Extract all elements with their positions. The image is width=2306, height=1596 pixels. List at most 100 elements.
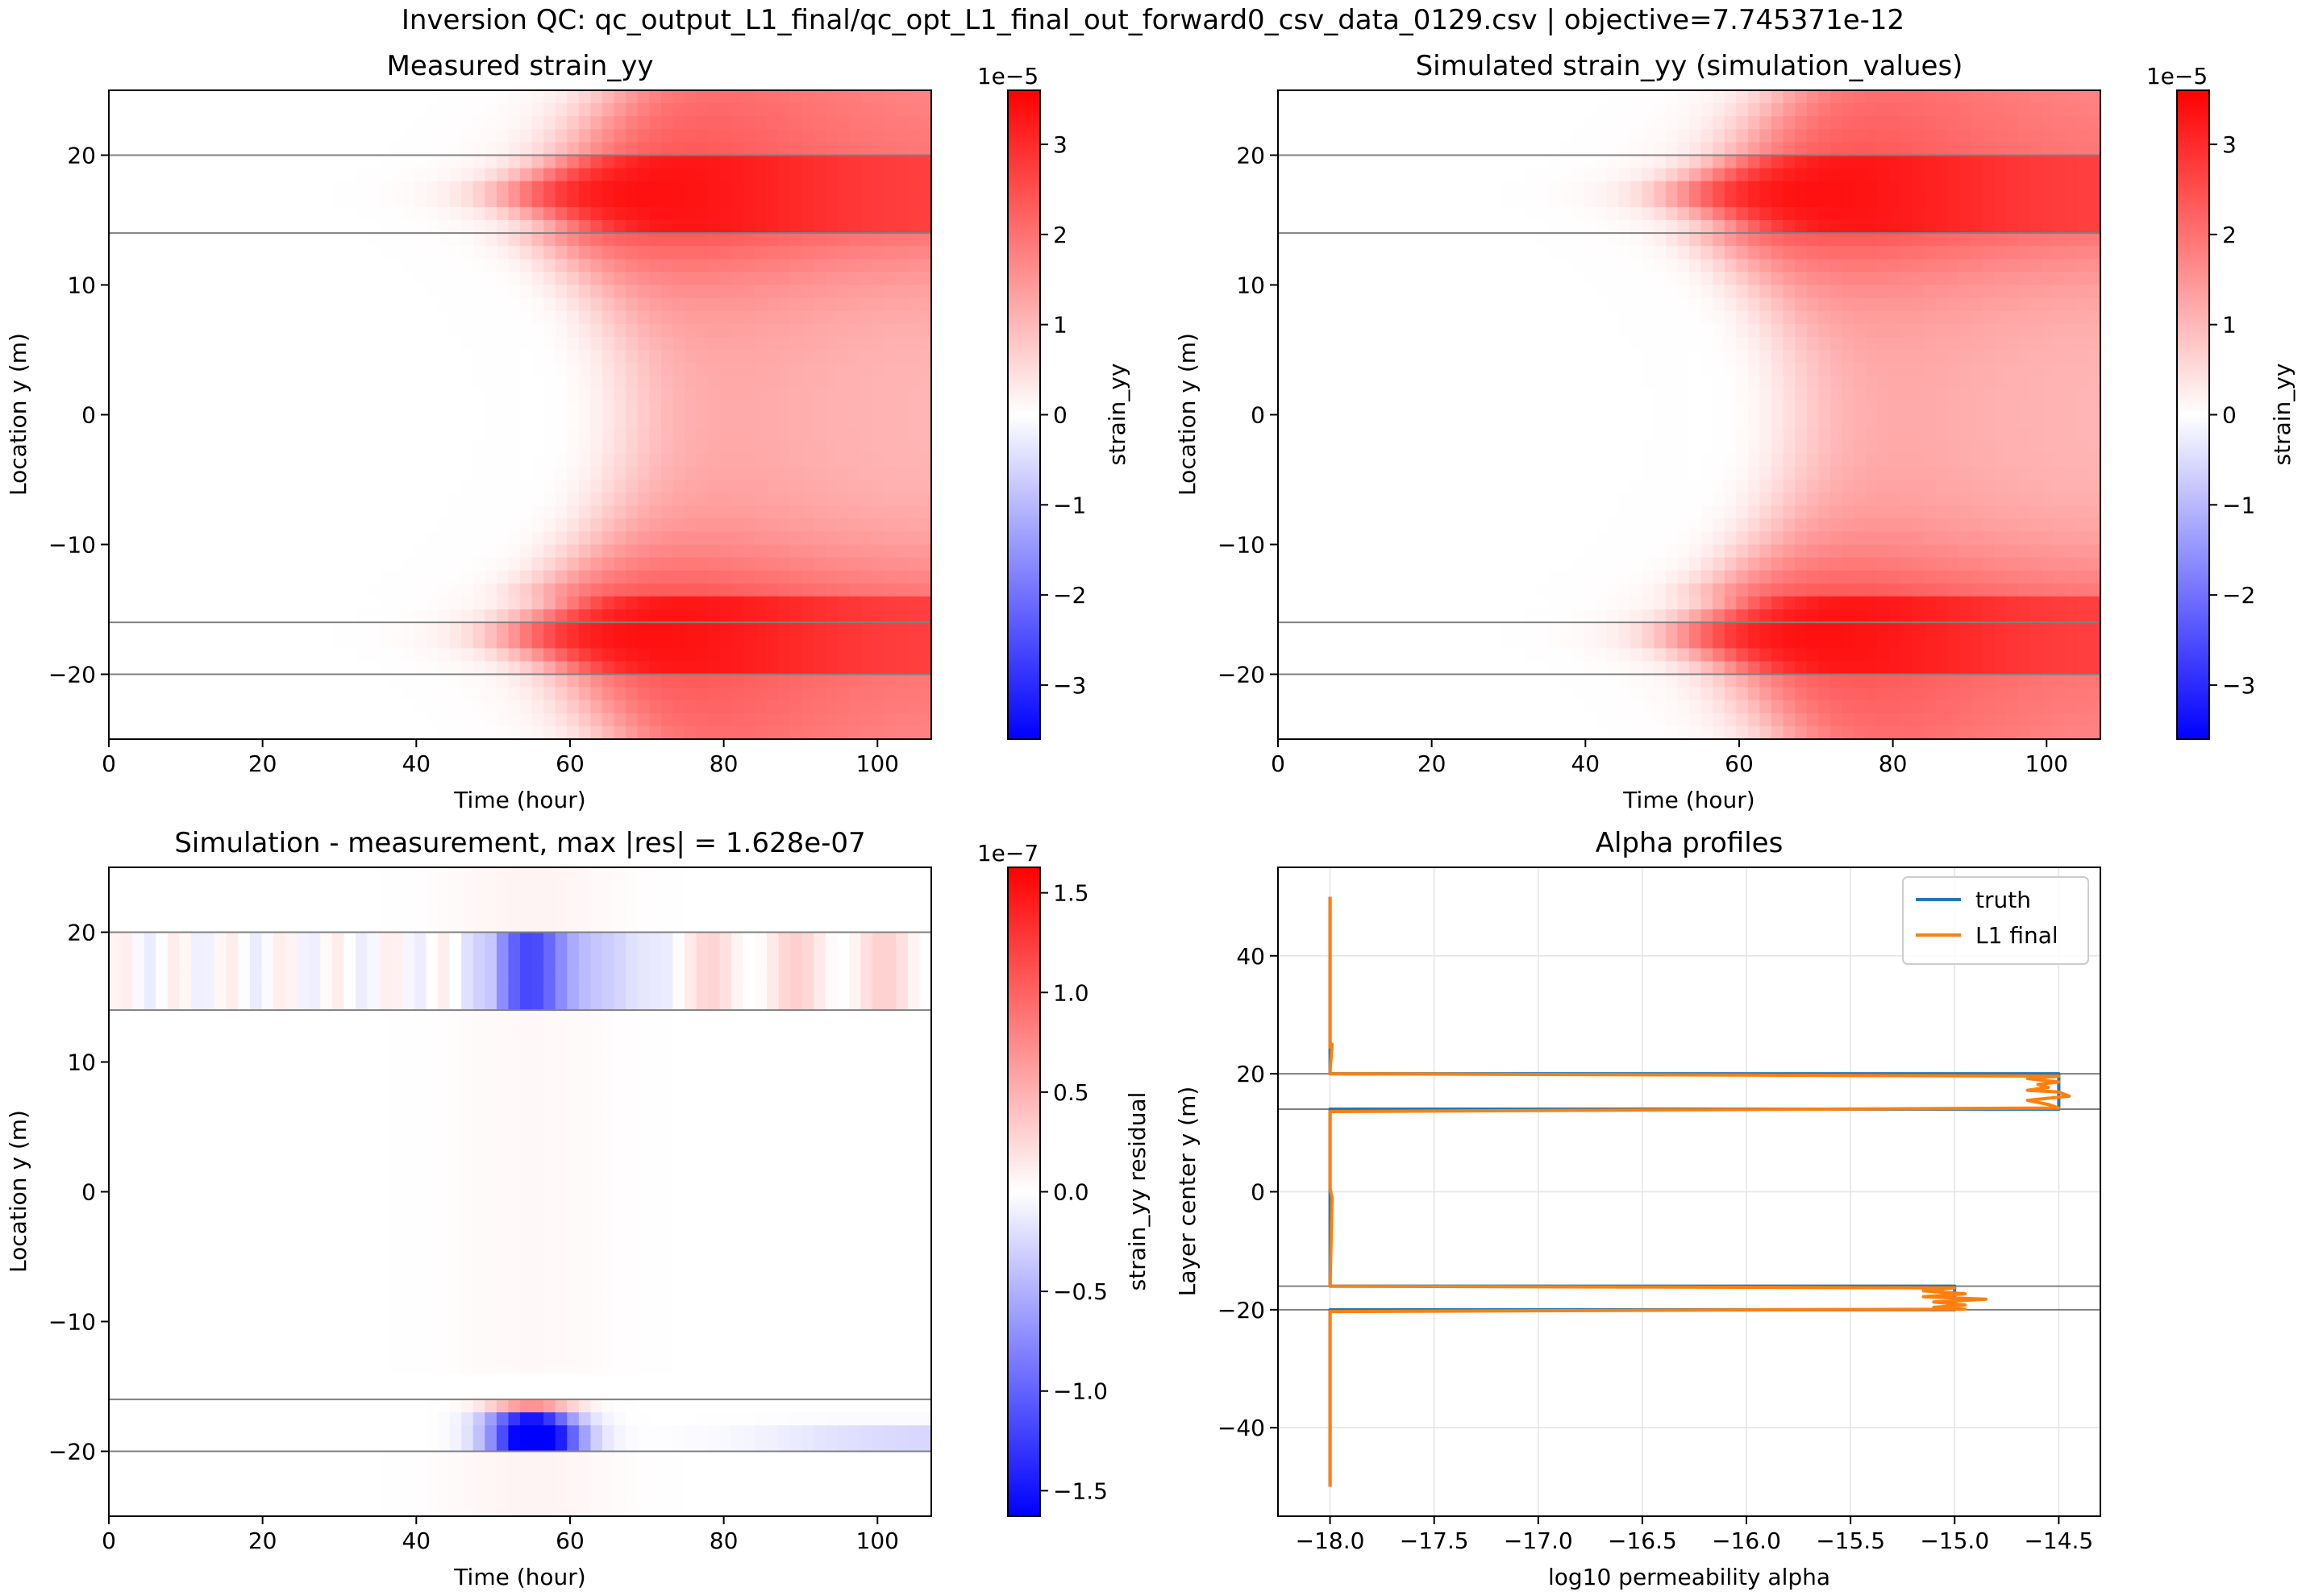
- heatmap-cell: [402, 635, 415, 649]
- heatmap-cell: [496, 155, 510, 169]
- heatmap-cell: [614, 363, 626, 376]
- heatmap-cell: [331, 440, 345, 455]
- heatmap-cell: [860, 570, 873, 584]
- heatmap-cell: [1466, 233, 1479, 247]
- heatmap-cell: [1583, 129, 1596, 143]
- heatmap-cell: [390, 323, 403, 338]
- heatmap-cell: [508, 570, 521, 584]
- heatmap-cell: [356, 583, 368, 597]
- heatmap-cell: [590, 246, 603, 260]
- heatmap-cell: [2006, 310, 2019, 325]
- heatmap-cell: [696, 181, 709, 195]
- heatmap-cell: [531, 220, 544, 234]
- heatmap-cell: [356, 259, 368, 272]
- heatmap-cell: [414, 414, 427, 429]
- heatmap-cell: [626, 323, 639, 338]
- heatmap-cell: [860, 674, 873, 688]
- heatmap-cell: [731, 155, 744, 169]
- heatmap-cell: [1595, 90, 1608, 104]
- heatmap-cell: [1407, 116, 1420, 130]
- heatmap-cell: [1571, 297, 1584, 312]
- heatmap-cell: [567, 376, 580, 389]
- heatmap-cell: [1407, 350, 1420, 364]
- heatmap-cell: [297, 181, 310, 195]
- heatmap-cell: [261, 518, 274, 532]
- heatmap-cell: [1736, 103, 1749, 117]
- heatmap-cell: [449, 557, 462, 571]
- heatmap-cell: [778, 181, 791, 195]
- heatmap-cell: [602, 220, 615, 234]
- heatmap-cell: [849, 181, 862, 195]
- heatmap-cell: [109, 376, 122, 389]
- heatmap-cell: [672, 505, 685, 519]
- heatmap-cell: [1466, 103, 1479, 117]
- heatmap-cell: [1418, 259, 1432, 272]
- heatmap-cell: [508, 687, 521, 701]
- heatmap-cell: [485, 363, 497, 376]
- heatmap-cell: [696, 700, 709, 714]
- heatmap-cell: [320, 193, 333, 208]
- heatmap-cell: [743, 155, 756, 169]
- heatmap-cell: [132, 687, 145, 701]
- heatmap-cell: [685, 609, 697, 623]
- heatmap-cell: [1912, 129, 1925, 143]
- heatmap-cell: [578, 220, 592, 234]
- heatmap-cell: [767, 480, 780, 493]
- heatmap-cell: [1900, 142, 1913, 156]
- heatmap-cell: [449, 297, 462, 312]
- heatmap-cell: [919, 440, 931, 455]
- heatmap-cell: [343, 700, 356, 714]
- heatmap-cell: [249, 310, 263, 325]
- heatmap-cell: [1665, 206, 1679, 221]
- heatmap-cell: [1513, 181, 1526, 195]
- heatmap-cell: [449, 103, 462, 117]
- heatmap-cell: [1747, 168, 1761, 182]
- heatmap-cell: [2088, 142, 2100, 156]
- heatmap-cell: [414, 206, 427, 221]
- heatmap-cell: [1278, 246, 1291, 260]
- heatmap-cell: [719, 116, 732, 130]
- heatmap-cell: [485, 505, 497, 519]
- heatmap-cell: [226, 466, 239, 480]
- heatmap-cell: [543, 531, 556, 546]
- heatmap-cell: [837, 193, 850, 208]
- heatmap-cell: [778, 713, 791, 727]
- heatmap-cell: [426, 531, 439, 546]
- heatmap-cell: [343, 505, 356, 519]
- heatmap-cell: [626, 583, 639, 597]
- heatmap-cell: [1630, 193, 1643, 208]
- heatmap-cell: [297, 233, 310, 247]
- heatmap-cell: [1854, 103, 1867, 117]
- heatmap-cell: [884, 259, 897, 272]
- heatmap-cell: [1947, 103, 1960, 117]
- heatmap-cell: [1513, 272, 1526, 286]
- heatmap-cell: [1842, 220, 1854, 234]
- heatmap-cell: [567, 168, 580, 182]
- heatmap-cell: [743, 414, 756, 429]
- heatmap-cell: [1677, 155, 1690, 169]
- heatmap-cell: [731, 453, 744, 468]
- heatmap-cell: [2065, 206, 2078, 221]
- heatmap-cell: [472, 453, 485, 468]
- heatmap-cell: [1618, 181, 1631, 195]
- heatmap-cell: [637, 129, 650, 143]
- heatmap-cell: [520, 480, 533, 493]
- heatmap-cell: [590, 700, 603, 714]
- heatmap-cell: [508, 609, 521, 623]
- heatmap-cell: [508, 259, 521, 272]
- heatmap-cell: [1877, 129, 1890, 143]
- heatmap-cell: [1959, 259, 1972, 272]
- heatmap-cell: [1489, 142, 1502, 156]
- heatmap-cell: [672, 466, 685, 480]
- heatmap-cell: [191, 635, 204, 649]
- heatmap-cell: [790, 129, 803, 143]
- heatmap-cell: [308, 336, 321, 351]
- heatmap-cell: [2065, 285, 2078, 299]
- heatmap-cell: [167, 297, 181, 312]
- heatmap-cell: [849, 596, 862, 610]
- heatmap-cell: [273, 687, 286, 701]
- heatmap-cell: [731, 401, 744, 416]
- heatmap-cell: [896, 725, 909, 739]
- heatmap-cell: [508, 531, 521, 546]
- heatmap-cell: [438, 531, 451, 546]
